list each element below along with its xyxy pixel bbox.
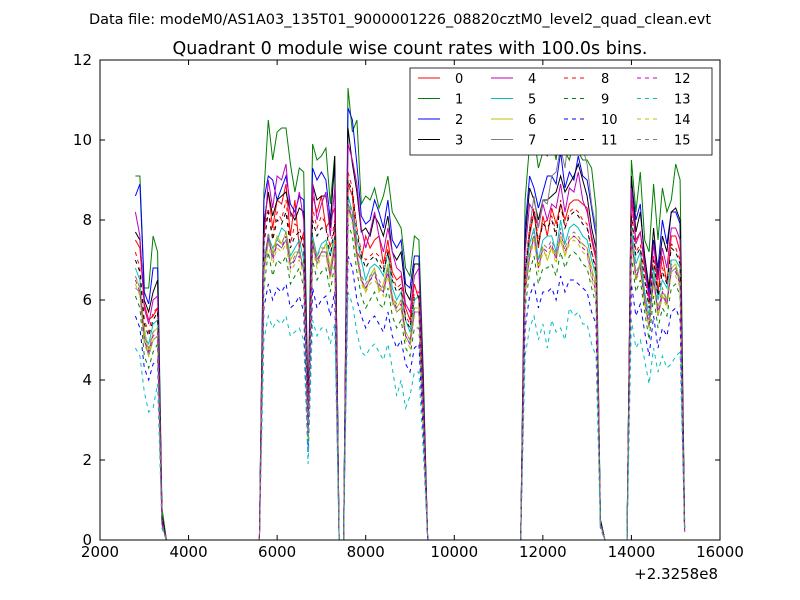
y-tick-label: 12 [73, 51, 92, 69]
series-line-10 [134, 255, 686, 541]
legend-label-6: 6 [528, 113, 536, 128]
legend-label-11: 11 [601, 134, 618, 149]
series-line-11 [134, 179, 686, 541]
series-line-0 [134, 183, 686, 541]
x-tick-label: 8000 [347, 543, 385, 561]
x-tick-label: 2000 [81, 543, 119, 561]
series-line-2 [134, 107, 686, 541]
legend-label-4: 4 [528, 72, 536, 87]
legend-label-10: 10 [601, 113, 618, 128]
legend-label-2: 2 [455, 113, 463, 128]
y-tick-label: 2 [82, 451, 92, 469]
series-line-9 [134, 223, 686, 541]
legend-label-9: 9 [601, 93, 609, 108]
legend-label-14: 14 [674, 113, 691, 128]
plot-lines [134, 87, 686, 541]
series-line-5 [134, 195, 686, 541]
series-line-8 [134, 171, 686, 541]
legend-label-8: 8 [601, 72, 609, 87]
series-line-13 [134, 291, 686, 541]
legend-label-5: 5 [528, 93, 536, 108]
x-tick-label: 14000 [608, 543, 656, 561]
legend-label-15: 15 [674, 134, 691, 149]
x-tick-label: 16000 [696, 543, 744, 561]
series-line-14 [134, 207, 686, 541]
x-tick-label: 12000 [519, 543, 567, 561]
legend-label-1: 1 [455, 93, 463, 108]
axis-ticks: 2000 4000 6000 8000 10000 12000 14000 16000 0 2 4 6… [73, 51, 744, 561]
legend-label-3: 3 [455, 134, 463, 149]
y-tick-label: 6 [82, 291, 92, 309]
y-tick-label: 8 [82, 211, 92, 229]
x-tick-label: 4000 [169, 543, 207, 561]
suptitle: Data file: modeM0/AS1A03_135T01_90000012… [89, 12, 711, 28]
x-tick-label: 6000 [258, 543, 296, 561]
x-tick-label: 10000 [430, 543, 478, 561]
legend-label-7: 7 [528, 134, 536, 149]
series-line-7 [135, 126, 686, 541]
legend-label-13: 13 [674, 93, 691, 108]
chart-title: Quadrant 0 module wise count rates with … [173, 39, 648, 59]
x-offset-label: +2.3258e8 [634, 565, 718, 583]
y-tick-label: 0 [82, 531, 92, 549]
legend-label-12: 12 [674, 72, 691, 87]
y-tick-label: 10 [73, 131, 92, 149]
series-line-3 [134, 127, 686, 541]
series-line-1 [135, 87, 686, 541]
y-tick-label: 4 [82, 371, 92, 389]
legend-box [409, 67, 713, 156]
legend-label-0: 0 [455, 72, 463, 87]
